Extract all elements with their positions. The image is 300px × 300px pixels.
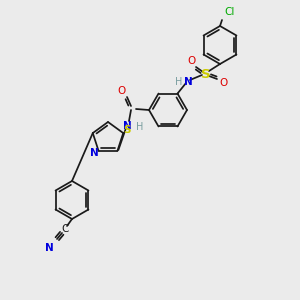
Text: O: O — [219, 78, 227, 88]
Text: N: N — [45, 243, 53, 253]
Text: N: N — [184, 77, 193, 87]
Text: O: O — [117, 86, 125, 96]
Text: N: N — [123, 121, 131, 131]
Text: Cl: Cl — [224, 7, 234, 17]
Text: C: C — [61, 224, 69, 234]
Text: H: H — [136, 122, 143, 132]
Text: S: S — [201, 68, 211, 80]
Text: N: N — [90, 148, 99, 158]
Text: H: H — [175, 77, 182, 87]
Text: O: O — [187, 56, 195, 66]
Text: S: S — [124, 125, 131, 135]
